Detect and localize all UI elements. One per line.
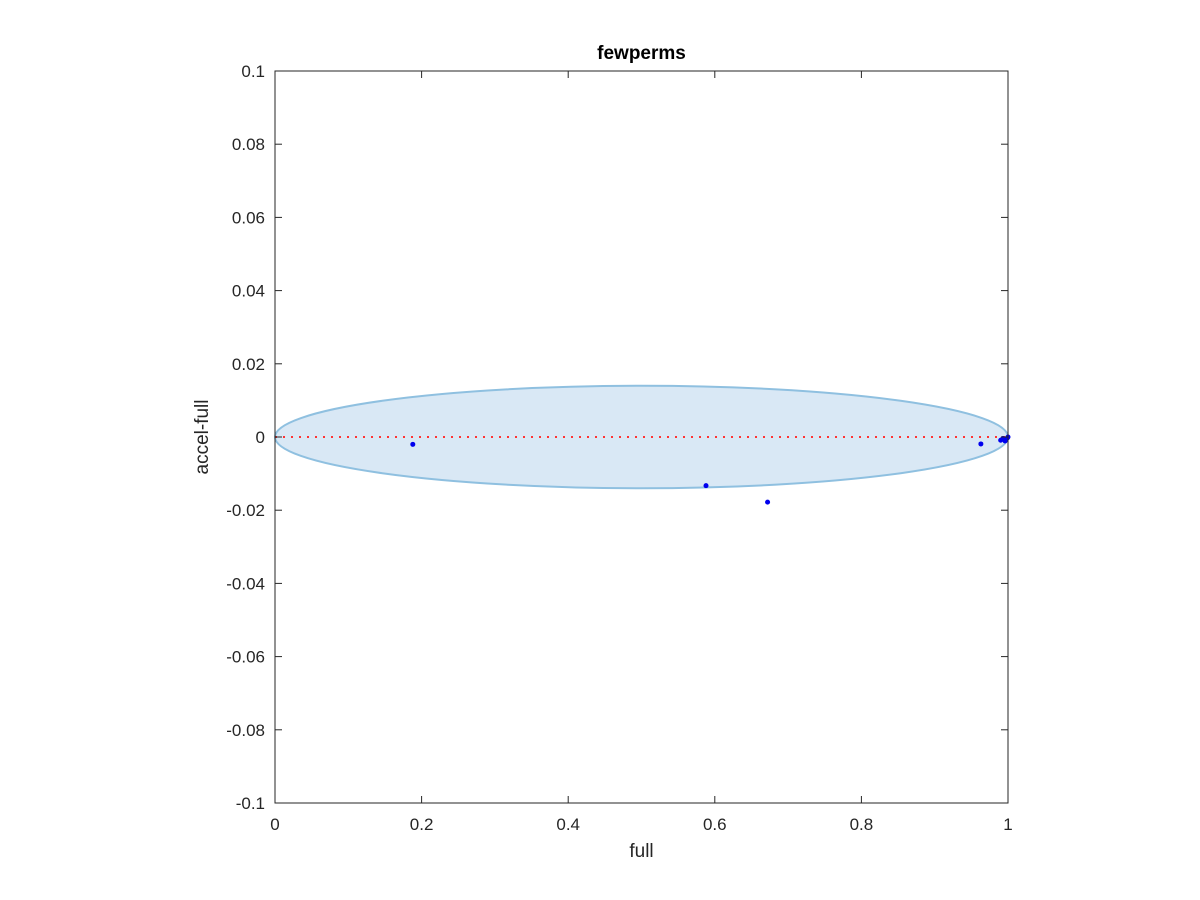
x-tick-label: 1	[1003, 815, 1012, 834]
y-tick-label: 0.08	[232, 135, 265, 154]
y-tick-label: -0.04	[226, 574, 265, 593]
data-point	[765, 499, 771, 505]
data-point	[703, 483, 709, 489]
x-tick-label: 0.8	[850, 815, 874, 834]
x-tick-label: 0	[270, 815, 279, 834]
y-tick-label: -0.02	[226, 501, 265, 520]
ellipse-layer	[274, 384, 1009, 490]
y-tick-label: 0.06	[232, 208, 265, 227]
y-tick-label: 0.02	[232, 355, 265, 374]
confidence-ellipse	[274, 384, 1009, 490]
x-tick-label: 0.2	[410, 815, 434, 834]
y-tick-label: -0.06	[226, 648, 265, 667]
y-tick-label: 0	[256, 428, 265, 447]
chart-title: fewperms	[597, 43, 686, 64]
x-tick-label: 0.4	[556, 815, 580, 834]
y-tick-label: -0.08	[226, 721, 265, 740]
y-tick-label: 0.04	[232, 282, 265, 301]
x-tick-label: 0.6	[703, 815, 727, 834]
y-axis-label: accel-full	[192, 400, 213, 475]
y-ticks: 0.1 0.08 0.06 0.04 0.02 0 -0.02 -0.04 -0.06 -0.08…	[226, 62, 1008, 813]
x-axis-label: full	[629, 841, 653, 862]
data-point	[410, 441, 416, 447]
y-tick-label: -0.1	[236, 794, 265, 813]
y-tick-label: 0.1	[241, 62, 265, 81]
x-ticks: 0 0.2 0.4 0.6 0.8 1	[270, 71, 1013, 834]
data-point	[978, 441, 984, 447]
